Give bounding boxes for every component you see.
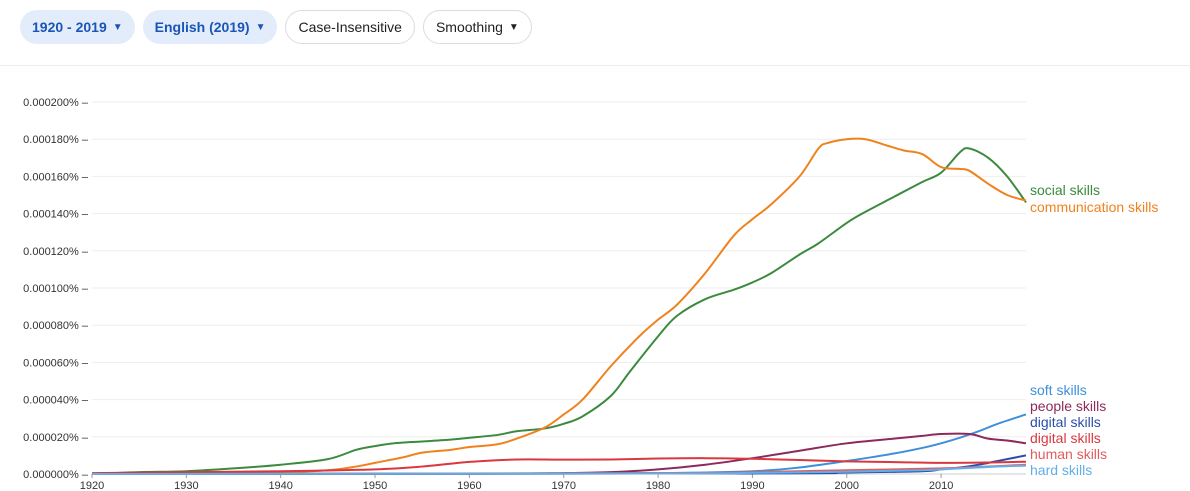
- chevron-down-icon: ▼: [255, 21, 266, 33]
- x-tick-label: 1960: [457, 480, 481, 491]
- case-insensitive-label: Case-Insensitive: [298, 19, 402, 35]
- y-tick-label: 0.000100% –: [23, 283, 89, 295]
- series-line-hard-skills[interactable]: [91, 464, 1027, 475]
- y-tick-label: 0.000180% –: [23, 134, 89, 146]
- series-label-communication-skills[interactable]: communication skills: [1030, 199, 1158, 215]
- series-line-social-skills[interactable]: [91, 147, 1027, 475]
- series-line-digital-skills[interactable]: [91, 457, 1027, 475]
- y-tick-label: 0.000080% –: [23, 320, 89, 332]
- chevron-down-icon: ▼: [112, 21, 123, 33]
- y-tick-label: 0.000040% –: [23, 395, 89, 407]
- y-tick-label: 0.000000% –: [23, 469, 89, 481]
- series-label-social-skills[interactable]: social skills: [1030, 182, 1100, 198]
- series-label-human-skills[interactable]: human skills: [1030, 446, 1107, 462]
- x-tick-label: 1970: [551, 480, 575, 491]
- series-label-soft-skills[interactable]: soft skills: [1030, 382, 1087, 398]
- series-line-soft-skills[interactable]: [91, 413, 1027, 475]
- x-tick-label: 1920: [80, 480, 104, 491]
- y-tick-label: 0.000200% –: [23, 97, 89, 109]
- smoothing-dropdown[interactable]: Smoothing ▼: [422, 10, 532, 44]
- y-tick-label: 0.000020% –: [23, 432, 89, 444]
- x-tick-label: 1930: [174, 480, 198, 491]
- series-line-communication-skills[interactable]: [91, 137, 1027, 475]
- x-tick-label: 2000: [835, 480, 859, 491]
- smoothing-label: Smoothing: [435, 19, 503, 35]
- series-label-digital-skills[interactable]: digital skills: [1030, 414, 1101, 430]
- case-insensitive-toggle[interactable]: Case-Insensitive: [285, 10, 415, 44]
- year-range-label: 1920 - 2019: [32, 19, 107, 35]
- y-tick-label: 0.000140% –: [23, 209, 89, 221]
- x-tick-label: 2010: [929, 480, 953, 491]
- x-tick-label: 1990: [740, 480, 764, 491]
- year-range-dropdown[interactable]: 1920 - 2019 ▼: [20, 10, 135, 44]
- x-tick-label: 1980: [646, 480, 670, 491]
- series-label-digital-skills[interactable]: digital skills: [1030, 430, 1101, 446]
- x-axis: 1920 1930 1940 1950 1960 1970 1980 1990 2000 2010: [80, 473, 1026, 491]
- series-label-people-skills[interactable]: people skills: [1030, 398, 1106, 414]
- toolbar-divider: [0, 65, 1190, 66]
- y-tick-label: 0.000160% –: [23, 171, 89, 183]
- series-label-hard-skills[interactable]: hard skills: [1030, 462, 1092, 478]
- y-tick-label: 0.000120% –: [23, 246, 89, 258]
- y-tick-label: 0.000060% –: [23, 357, 89, 369]
- chevron-down-icon: ▼: [508, 21, 519, 33]
- x-tick-label: 1940: [268, 480, 292, 491]
- toolbar: 1920 - 2019 ▼ English (2019) ▼ Case-Inse…: [20, 10, 532, 44]
- corpus-dropdown[interactable]: English (2019) ▼: [142, 10, 278, 44]
- series-lines: [91, 137, 1027, 475]
- x-tick-label: 1950: [363, 480, 387, 491]
- y-axis: 0.000000% – 0.000020% – 0.000040% – 0.00006…: [23, 97, 89, 481]
- corpus-label: English (2019): [154, 19, 250, 35]
